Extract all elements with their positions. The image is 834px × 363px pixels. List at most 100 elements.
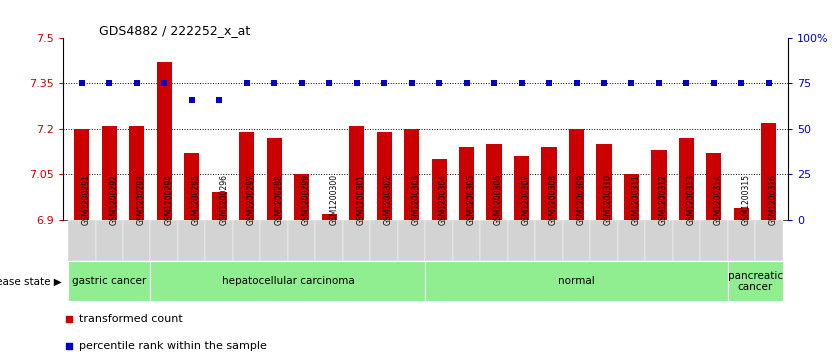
FancyBboxPatch shape [315,220,343,261]
Text: GSM1200310: GSM1200310 [604,174,613,225]
Bar [706,153,721,220]
Point [75,81,88,86]
Point [213,97,226,103]
Point [350,81,364,86]
Point [130,81,143,86]
Text: GSM1200298: GSM1200298 [274,174,284,225]
Point [570,81,583,86]
Bar [569,129,584,220]
Text: transformed count: transformed count [78,314,183,323]
Point [707,81,721,86]
FancyBboxPatch shape [618,220,646,261]
Bar [431,159,447,220]
Text: gastric cancer: gastric cancer [73,276,147,286]
FancyBboxPatch shape [150,261,425,301]
Point [597,81,610,86]
Bar [322,213,337,220]
FancyBboxPatch shape [260,220,288,261]
Bar [624,174,639,220]
Text: GSM1200316: GSM1200316 [769,174,778,225]
Bar [377,132,392,220]
Text: GSM1200303: GSM1200303 [412,174,420,225]
FancyBboxPatch shape [68,220,96,261]
Point [542,81,555,86]
Text: GSM1200315: GSM1200315 [741,174,751,225]
Text: percentile rank within the sample: percentile rank within the sample [78,341,266,351]
FancyBboxPatch shape [150,220,178,261]
Bar [459,147,474,220]
FancyBboxPatch shape [96,220,123,261]
Point [240,81,254,86]
Bar [486,144,501,220]
Point [378,81,391,86]
Text: GSM1200308: GSM1200308 [549,174,558,225]
FancyBboxPatch shape [425,220,453,261]
Text: GSM1200295: GSM1200295 [192,174,201,225]
Text: GSM1200296: GSM1200296 [219,174,229,225]
FancyBboxPatch shape [178,220,205,261]
FancyBboxPatch shape [646,220,673,261]
Bar [239,132,254,220]
Text: GSM1200312: GSM1200312 [659,174,668,225]
Text: GSM1200291: GSM1200291 [82,174,91,225]
Bar [596,144,611,220]
Point [323,81,336,86]
Text: GSM1200309: GSM1200309 [576,174,585,225]
FancyBboxPatch shape [563,220,590,261]
FancyBboxPatch shape [535,220,563,261]
Text: GSM1200293: GSM1200293 [137,174,146,225]
Bar [267,138,282,220]
Text: GSM1200305: GSM1200305 [466,174,475,225]
Point [680,81,693,86]
FancyBboxPatch shape [727,261,782,301]
Text: GSM1200307: GSM1200307 [521,174,530,225]
Bar [129,126,144,220]
Point [360,172,374,178]
Bar [184,153,199,220]
Bar [679,138,694,220]
Text: GSM1200311: GSM1200311 [631,174,641,225]
Text: GSM1200297: GSM1200297 [247,174,256,225]
Point [432,81,445,86]
Point [103,81,116,86]
Text: GSM1200306: GSM1200306 [494,174,503,225]
Point [762,81,776,86]
Bar [541,147,556,220]
FancyBboxPatch shape [205,220,233,261]
FancyBboxPatch shape [123,220,150,261]
FancyBboxPatch shape [480,220,508,261]
Text: GSM1200313: GSM1200313 [686,174,696,225]
Text: pancreatic
cancer: pancreatic cancer [727,270,783,292]
Text: GSM1200314: GSM1200314 [714,174,723,225]
Text: hepatocellular carcinoma: hepatocellular carcinoma [222,276,354,286]
Bar [761,123,776,220]
Bar [734,208,749,220]
Text: GSM1200300: GSM1200300 [329,174,338,225]
Point [515,81,528,86]
FancyBboxPatch shape [233,220,260,261]
Text: GSM1200304: GSM1200304 [439,174,448,225]
Text: GDS4882 / 222252_x_at: GDS4882 / 222252_x_at [98,24,250,37]
Bar [157,62,172,220]
Point [295,81,309,86]
Point [405,81,419,86]
FancyBboxPatch shape [727,220,755,261]
FancyBboxPatch shape [508,220,535,261]
FancyBboxPatch shape [288,220,315,261]
FancyBboxPatch shape [673,220,701,261]
Bar [514,156,529,220]
FancyBboxPatch shape [590,220,618,261]
FancyBboxPatch shape [343,220,370,261]
Point [185,97,198,103]
Bar [651,150,666,220]
FancyBboxPatch shape [370,220,398,261]
Text: GSM1200294: GSM1200294 [164,174,173,225]
Point [487,81,500,86]
Point [158,81,171,86]
Text: GSM1200292: GSM1200292 [109,174,118,225]
FancyBboxPatch shape [755,220,782,261]
Text: GSM1200302: GSM1200302 [384,174,393,225]
Bar [404,129,420,220]
FancyBboxPatch shape [453,220,480,261]
Text: GSM1200299: GSM1200299 [302,174,310,225]
